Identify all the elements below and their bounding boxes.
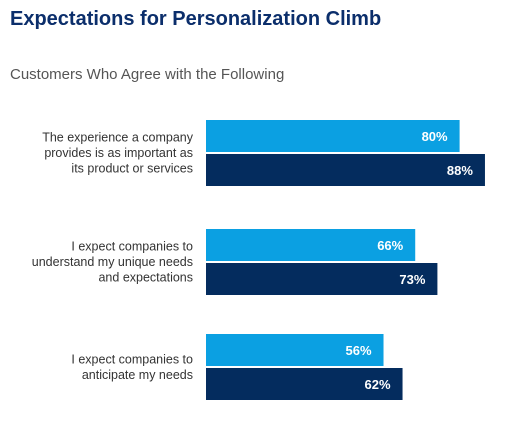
chart-subtitle: Customers Who Agree with the Following (10, 66, 285, 83)
bar-series-2 (206, 263, 438, 295)
bar-series-1 (206, 120, 460, 152)
data-label: 62% (365, 377, 391, 392)
data-label: 66% (377, 238, 403, 253)
category-label-line: understand my unique needs (32, 255, 193, 269)
bar-series-1 (206, 229, 416, 261)
category-label: I expect companies to anticipate my needs (71, 352, 193, 382)
category-label-line: and expectations (98, 271, 193, 285)
data-label: 56% (345, 343, 371, 358)
category-label-line: The experience a company (42, 131, 194, 145)
category-label-line: its product or services (71, 162, 193, 176)
chart-title: Expectations for Personalization Climb (10, 8, 382, 30)
data-label: 80% (422, 129, 448, 144)
data-label: 73% (399, 272, 425, 287)
bar-series-2 (206, 368, 403, 400)
category-label-line: I expect companies to (71, 240, 193, 254)
data-label: 88% (447, 163, 473, 178)
bar-series-1 (206, 334, 384, 366)
bar-series-2 (206, 154, 485, 186)
category-label: I expect companies to understand my uniqu… (32, 240, 193, 285)
category-label-line: anticipate my needs (82, 368, 193, 382)
category-label-line: I expect companies to (71, 352, 193, 366)
category-label-line: provides is as important as (44, 146, 193, 160)
category-label: The experience a company provides is as i… (42, 131, 194, 176)
